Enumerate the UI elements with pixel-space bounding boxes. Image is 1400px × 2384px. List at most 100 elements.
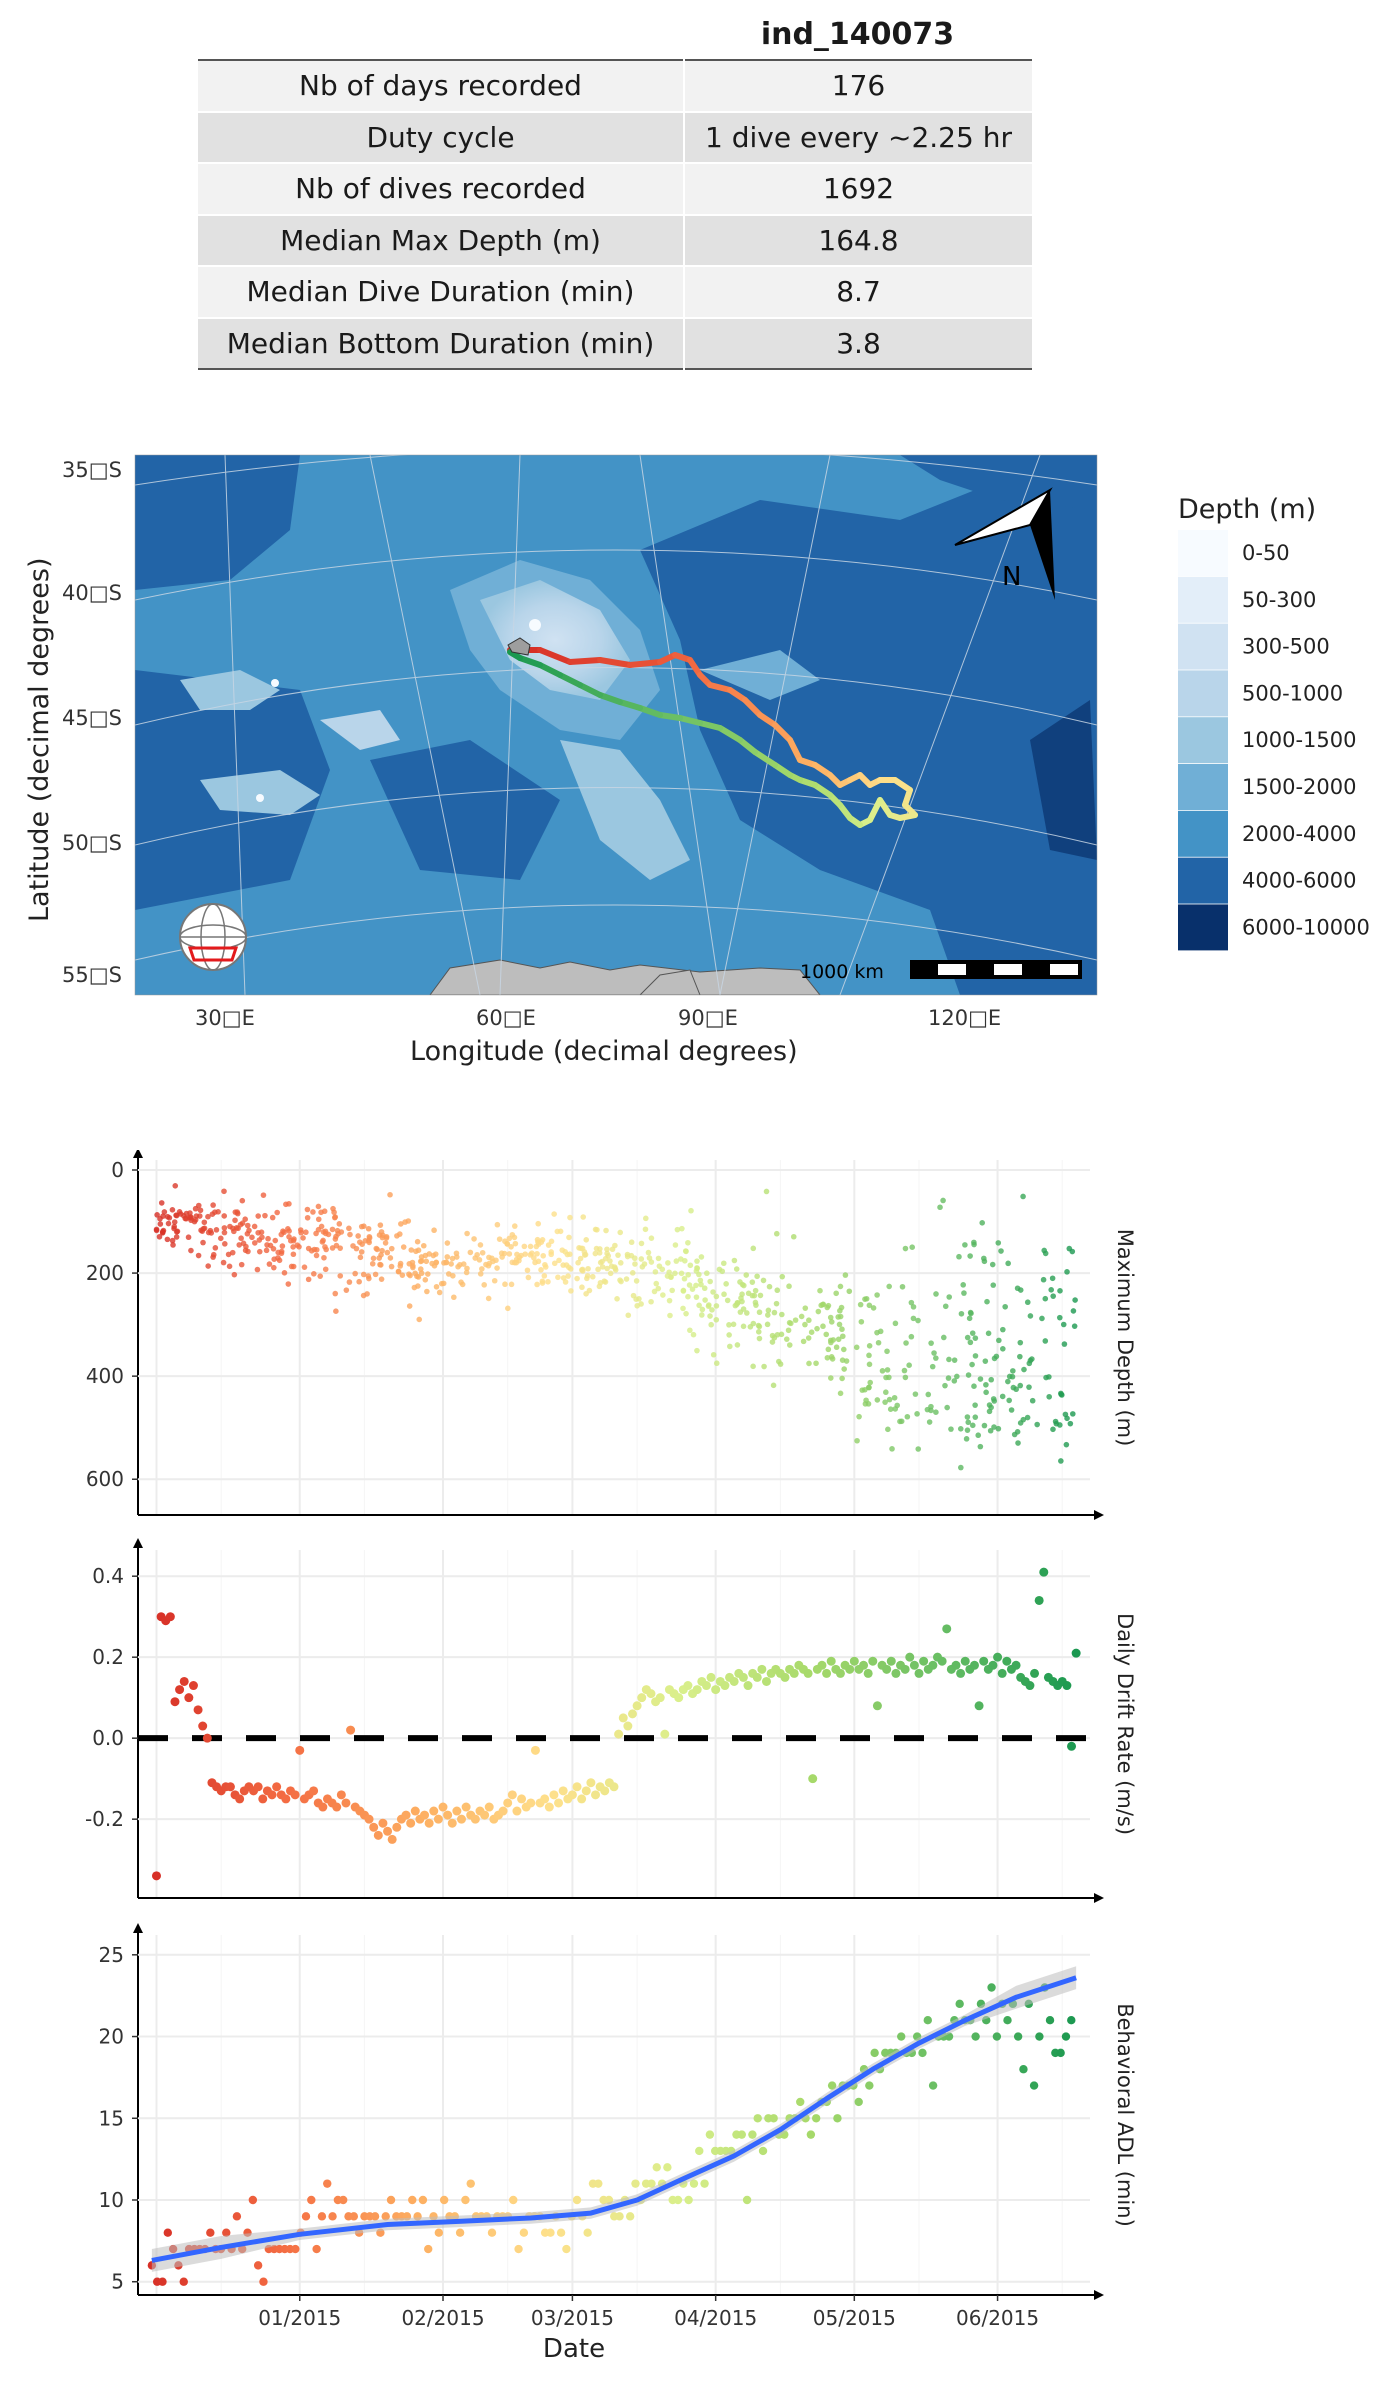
depth-point xyxy=(814,1325,820,1332)
depth-point xyxy=(983,1389,989,1396)
adl-point xyxy=(509,2195,518,2205)
adl-point xyxy=(705,2130,715,2139)
depth-point xyxy=(1050,1293,1057,1299)
depth-point xyxy=(967,1339,974,1346)
drift-point xyxy=(826,1656,836,1666)
adl-point xyxy=(737,2130,746,2139)
adl-point xyxy=(652,2163,661,2172)
depth-point xyxy=(951,1378,958,1384)
depth-point xyxy=(802,1305,809,1311)
adl-point xyxy=(572,2195,582,2205)
depth-point xyxy=(641,1261,648,1267)
depth-point xyxy=(839,1326,845,1333)
depth-point xyxy=(346,1279,353,1285)
adl-point xyxy=(307,2195,316,2205)
depth-point xyxy=(720,1260,727,1267)
depth-point xyxy=(698,1281,704,1288)
graticule xyxy=(135,455,1097,995)
summary-rows: Nb of days recorded 176 Duty cycle 1 dive … xyxy=(198,59,1032,370)
depth-point xyxy=(611,1264,618,1270)
depth-point xyxy=(648,1235,655,1241)
depth-point xyxy=(678,1256,684,1262)
depth-point xyxy=(237,1221,244,1228)
legend-swatch xyxy=(1178,764,1228,810)
depth-point xyxy=(694,1258,700,1264)
depth-point xyxy=(1060,1321,1067,1328)
legend-label: 300-500 xyxy=(1242,635,1330,659)
depth-point xyxy=(221,1229,228,1236)
depth-point xyxy=(756,1323,763,1330)
depth-point xyxy=(1017,1420,1024,1426)
depth-point xyxy=(370,1255,377,1262)
scale-bar: 1000 km xyxy=(800,960,1082,983)
depth-point xyxy=(1015,1440,1021,1446)
adl-point xyxy=(806,2130,816,2139)
track-segment xyxy=(597,657,633,668)
depth-point xyxy=(360,1292,367,1299)
adl-point xyxy=(631,2179,640,2188)
depth-point xyxy=(694,1347,700,1354)
drift-point xyxy=(318,1802,328,1812)
depth-point xyxy=(464,1230,470,1237)
depth-point xyxy=(899,1283,906,1290)
depth-point xyxy=(347,1231,353,1238)
depth-point xyxy=(263,1247,270,1254)
depth-point xyxy=(642,1226,649,1233)
row-value: 1692 xyxy=(684,162,1032,215)
depth-point xyxy=(453,1254,460,1260)
depth-point xyxy=(304,1206,311,1213)
depth-point xyxy=(477,1271,484,1277)
depth-point xyxy=(683,1310,689,1317)
depth-point xyxy=(909,1244,916,1250)
depth-point xyxy=(579,1245,586,1252)
drift-point xyxy=(627,1709,637,1719)
depth-point xyxy=(332,1236,339,1242)
depth-point xyxy=(937,1204,943,1211)
depth-point xyxy=(982,1358,989,1364)
island xyxy=(271,679,279,687)
drift-point xyxy=(1071,1648,1081,1658)
depth-point xyxy=(786,1283,792,1290)
adl-point xyxy=(1067,2015,1076,2025)
depth-point xyxy=(904,1413,911,1420)
depth-point xyxy=(820,1323,826,1330)
depth-point xyxy=(425,1271,431,1277)
depth-point xyxy=(969,1422,976,1429)
drift-point xyxy=(498,1806,508,1816)
depth-point xyxy=(387,1255,394,1261)
depth-point xyxy=(963,1436,970,1442)
depth-point xyxy=(586,1287,593,1294)
depth-point xyxy=(192,1205,199,1212)
depth-point xyxy=(655,1285,662,1292)
adl-point xyxy=(514,2244,523,2254)
depth-point xyxy=(702,1297,708,1303)
drift-point xyxy=(586,1778,596,1788)
depth-point xyxy=(444,1254,451,1260)
drift-point xyxy=(891,1668,901,1678)
drift-point xyxy=(928,1660,938,1670)
track-segment xyxy=(557,672,583,688)
depth-point xyxy=(173,1229,180,1235)
drift-point xyxy=(295,1745,305,1755)
depth-point xyxy=(889,1446,895,1452)
drift-point xyxy=(789,1668,799,1678)
depth-point xyxy=(322,1266,329,1273)
adl-point xyxy=(583,2228,592,2237)
depth-point xyxy=(726,1332,732,1338)
row-value: 164.8 xyxy=(684,213,1032,266)
depth-point xyxy=(278,1231,285,1238)
adl-point xyxy=(179,2277,188,2286)
depth-point xyxy=(158,1200,165,1206)
adl-point xyxy=(865,2081,874,2090)
depth-point xyxy=(964,1414,971,1420)
adl-point xyxy=(625,2212,635,2221)
depth-point xyxy=(765,1312,771,1318)
depth-point xyxy=(319,1239,326,1245)
drift-point xyxy=(456,1814,466,1824)
depth-point xyxy=(581,1252,588,1258)
adl-point xyxy=(615,2212,624,2221)
depth-point xyxy=(594,1226,600,1233)
depth-point xyxy=(577,1255,584,1262)
track-map: N 1000 km 35□S 40□S 45□S 50□S 55□S 30□E xyxy=(0,440,1400,1080)
depth-point xyxy=(674,1226,681,1233)
